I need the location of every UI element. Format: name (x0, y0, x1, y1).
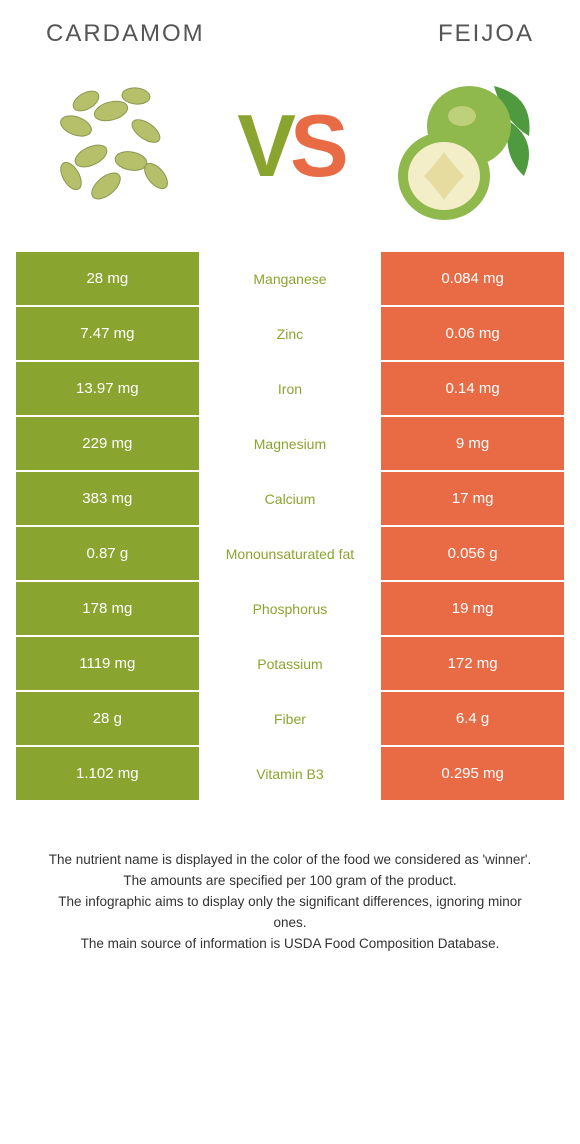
right-value: 19 mg (381, 582, 564, 635)
footer-line: The main source of information is USDA F… (40, 934, 540, 955)
nutrient-label: Vitamin B3 (199, 747, 382, 800)
right-value: 0.06 mg (381, 307, 564, 360)
left-value: 229 mg (16, 417, 199, 470)
cardamom-image (36, 66, 196, 226)
comparison-table: 28 mgManganese0.084 mg7.47 mgZinc0.06 mg… (16, 252, 564, 800)
feijoa-image (384, 66, 544, 226)
vs-s: S (290, 95, 343, 197)
left-value: 1.102 mg (16, 747, 199, 800)
nutrient-label: Fiber (199, 692, 382, 745)
footer-line: The amounts are specified per 100 gram o… (40, 871, 540, 892)
nutrient-label: Zinc (199, 307, 382, 360)
table-row: 178 mgPhosphorus19 mg (16, 582, 564, 635)
nutrient-label: Potassium (199, 637, 382, 690)
right-value: 0.295 mg (381, 747, 564, 800)
table-row: 28 mgManganese0.084 mg (16, 252, 564, 305)
table-row: 1119 mgPotassium172 mg (16, 637, 564, 690)
footer-line: The nutrient name is displayed in the co… (40, 850, 540, 871)
footer-notes: The nutrient name is displayed in the co… (16, 800, 564, 955)
left-value: 28 g (16, 692, 199, 745)
table-row: 229 mgMagnesium9 mg (16, 417, 564, 470)
table-row: 28 gFiber6.4 g (16, 692, 564, 745)
table-row: 7.47 mgZinc0.06 mg (16, 307, 564, 360)
table-row: 0.87 gMonounsaturated fat0.056 g (16, 527, 564, 580)
right-value: 0.14 mg (381, 362, 564, 415)
left-value: 0.87 g (16, 527, 199, 580)
nutrient-label: Manganese (199, 252, 382, 305)
left-value: 7.47 mg (16, 307, 199, 360)
right-value: 0.084 mg (381, 252, 564, 305)
left-value: 13.97 mg (16, 362, 199, 415)
nutrient-label: Phosphorus (199, 582, 382, 635)
left-title: CARDAMOM (46, 20, 205, 48)
right-value: 6.4 g (381, 692, 564, 745)
table-row: 1.102 mgVitamin B30.295 mg (16, 747, 564, 800)
right-value: 17 mg (381, 472, 564, 525)
left-value: 178 mg (16, 582, 199, 635)
hero-row: VS (16, 66, 564, 252)
left-value: 28 mg (16, 252, 199, 305)
table-row: 13.97 mgIron0.14 mg (16, 362, 564, 415)
nutrient-label: Calcium (199, 472, 382, 525)
vs-label: VS (237, 95, 342, 197)
footer-line: The infographic aims to display only the… (40, 892, 540, 934)
right-title: FEIJOA (438, 20, 534, 48)
left-value: 383 mg (16, 472, 199, 525)
titles-row: CARDAMOM FEIJOA (16, 20, 564, 66)
right-value: 0.056 g (381, 527, 564, 580)
right-value: 172 mg (381, 637, 564, 690)
nutrient-label: Monounsaturated fat (199, 527, 382, 580)
right-value: 9 mg (381, 417, 564, 470)
table-row: 383 mgCalcium17 mg (16, 472, 564, 525)
nutrient-label: Iron (199, 362, 382, 415)
nutrient-label: Magnesium (199, 417, 382, 470)
left-value: 1119 mg (16, 637, 199, 690)
vs-v: V (237, 95, 290, 197)
